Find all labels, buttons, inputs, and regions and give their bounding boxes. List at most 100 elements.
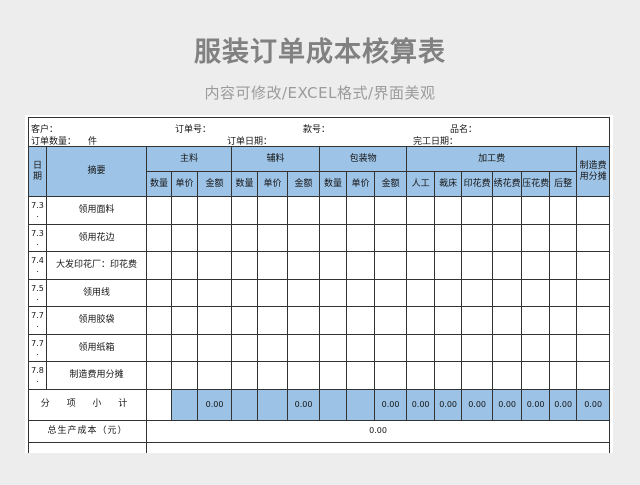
cell[interactable] xyxy=(231,196,259,225)
cell[interactable] xyxy=(287,361,321,390)
cell[interactable] xyxy=(521,251,551,280)
cell[interactable] xyxy=(231,333,259,362)
summary-cell[interactable]: 领用线 xyxy=(46,278,147,307)
total-value[interactable]: 0.00 xyxy=(145,419,611,443)
cell[interactable] xyxy=(257,278,289,307)
subtotal-cell[interactable] xyxy=(171,388,198,421)
cell[interactable] xyxy=(406,278,436,307)
subtotal-cell[interactable]: 0.00 xyxy=(434,388,463,421)
cell[interactable] xyxy=(461,361,494,390)
subtotal-cell[interactable]: 0.00 xyxy=(196,388,233,421)
cell[interactable] xyxy=(461,223,494,252)
cell[interactable] xyxy=(146,251,172,280)
cell[interactable] xyxy=(461,333,494,362)
cell[interactable] xyxy=(196,333,233,362)
cell[interactable] xyxy=(196,278,233,307)
cell[interactable] xyxy=(196,361,233,390)
cell[interactable] xyxy=(257,251,289,280)
cell[interactable] xyxy=(196,196,233,225)
cell[interactable] xyxy=(319,196,348,225)
cell[interactable] xyxy=(434,306,463,335)
cell[interactable] xyxy=(549,223,578,252)
cell[interactable] xyxy=(434,278,463,307)
subtotal-cell[interactable] xyxy=(231,388,259,421)
cell[interactable] xyxy=(406,361,436,390)
cell[interactable] xyxy=(576,361,611,390)
cell[interactable] xyxy=(287,196,321,225)
cell[interactable] xyxy=(549,251,578,280)
summary-cell[interactable]: 领用纸箱 xyxy=(46,333,147,362)
cell[interactable] xyxy=(196,223,233,252)
cell[interactable] xyxy=(492,361,523,390)
subtotal-cell[interactable]: 0.00 xyxy=(374,388,408,421)
cell[interactable] xyxy=(346,306,376,335)
cell[interactable] xyxy=(346,333,376,362)
cell[interactable] xyxy=(492,333,523,362)
cell[interactable] xyxy=(549,333,578,362)
cell[interactable] xyxy=(319,223,348,252)
date-cell[interactable]: 7.3. xyxy=(28,223,47,252)
cell[interactable] xyxy=(346,361,376,390)
subtotal-cell[interactable]: 0.00 xyxy=(576,388,611,421)
cell[interactable] xyxy=(171,196,198,225)
cell[interactable] xyxy=(319,278,348,307)
cell[interactable] xyxy=(521,196,551,225)
cell[interactable] xyxy=(231,361,259,390)
cell[interactable] xyxy=(374,251,408,280)
subtotal-cell[interactable]: 0.00 xyxy=(406,388,436,421)
cell[interactable] xyxy=(319,306,348,335)
cell[interactable] xyxy=(257,223,289,252)
cell[interactable] xyxy=(171,278,198,307)
cell[interactable] xyxy=(521,333,551,362)
cell[interactable] xyxy=(257,333,289,362)
cell[interactable] xyxy=(576,333,611,362)
cell[interactable] xyxy=(521,361,551,390)
cell[interactable] xyxy=(434,223,463,252)
cell[interactable] xyxy=(549,278,578,307)
cell[interactable] xyxy=(549,196,578,225)
subtotal-cell[interactable]: 0.00 xyxy=(461,388,494,421)
cell[interactable] xyxy=(549,361,578,390)
cell[interactable] xyxy=(374,278,408,307)
cell[interactable] xyxy=(257,361,289,390)
cell[interactable] xyxy=(171,361,198,390)
subtotal-cell[interactable]: 0.00 xyxy=(287,388,321,421)
cell[interactable] xyxy=(406,306,436,335)
cell[interactable] xyxy=(287,278,321,307)
subtotal-cell[interactable]: 0.00 xyxy=(492,388,523,421)
cell[interactable] xyxy=(374,196,408,225)
subtotal-cell[interactable] xyxy=(257,388,289,421)
cell[interactable] xyxy=(492,251,523,280)
date-cell[interactable]: 7.7. xyxy=(28,333,47,362)
cell[interactable] xyxy=(374,223,408,252)
cell[interactable] xyxy=(434,251,463,280)
cell[interactable] xyxy=(319,251,348,280)
cell[interactable] xyxy=(319,361,348,390)
cell[interactable] xyxy=(521,223,551,252)
cell[interactable] xyxy=(374,306,408,335)
summary-cell[interactable]: 制造费用分摊 xyxy=(46,361,147,390)
cell[interactable] xyxy=(461,196,494,225)
subtotal-cell[interactable]: 0.00 xyxy=(549,388,578,421)
cell[interactable] xyxy=(406,196,436,225)
date-cell[interactable]: 7.4. xyxy=(28,251,47,280)
cell[interactable] xyxy=(461,251,494,280)
cell[interactable] xyxy=(28,441,147,453)
summary-cell[interactable]: 大发印花厂：印花费 xyxy=(46,251,147,280)
cell[interactable] xyxy=(374,361,408,390)
cell[interactable] xyxy=(145,441,611,453)
cell[interactable] xyxy=(171,333,198,362)
cell[interactable] xyxy=(287,223,321,252)
subtotal-cell[interactable]: 0.00 xyxy=(521,388,551,421)
cell[interactable] xyxy=(576,196,611,225)
cell[interactable] xyxy=(521,278,551,307)
summary-cell[interactable]: 领用胶袋 xyxy=(46,306,147,335)
cell[interactable] xyxy=(434,361,463,390)
subtotal-cell[interactable] xyxy=(319,388,348,421)
cell[interactable] xyxy=(171,251,198,280)
cell[interactable] xyxy=(196,251,233,280)
cell[interactable] xyxy=(287,333,321,362)
cell[interactable] xyxy=(146,306,172,335)
cell[interactable] xyxy=(346,251,376,280)
subtotal-gap-cell[interactable] xyxy=(146,388,172,421)
